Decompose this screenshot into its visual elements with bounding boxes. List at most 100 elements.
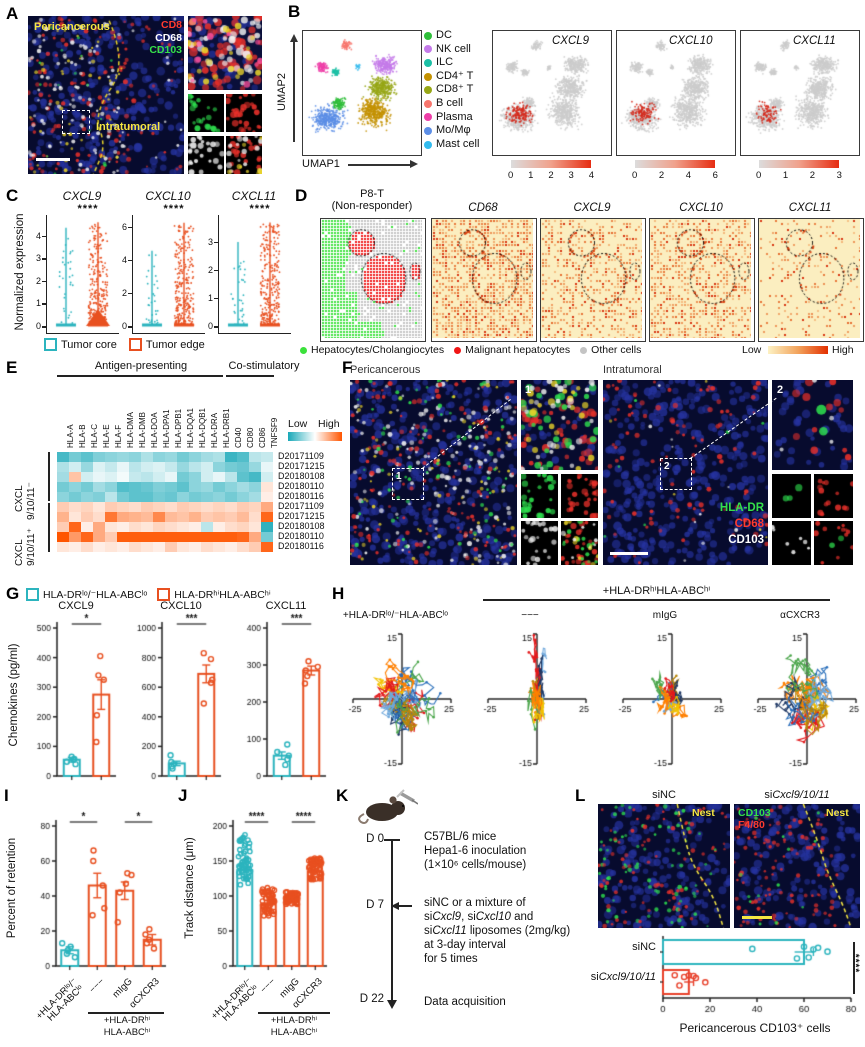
panel-d-scale-low: Low <box>742 344 762 356</box>
heatmap-cell <box>141 522 153 532</box>
panel-h-group-header: +HLA-DRʰⁱHLA-ABCʰⁱ <box>602 585 711 597</box>
umap-legend-item: NK cell <box>424 43 479 57</box>
umap2-axis-line <box>293 42 295 142</box>
track-plot-3 <box>605 622 727 780</box>
panel-f-roi1-number: 1 <box>396 471 402 482</box>
track-plot-4 <box>740 622 862 780</box>
heatmap-cell <box>129 532 141 542</box>
cluster-color-dot <box>424 45 432 54</box>
heatmap-cell <box>57 492 69 502</box>
heatmap-cell <box>213 512 225 522</box>
panel-a-inset-image <box>188 16 262 90</box>
legend-square <box>157 588 171 601</box>
umap-legend-label: B cell <box>436 96 463 109</box>
heatmap-rowgroup1-line1: CXCL <box>14 485 25 512</box>
panel-c-ytickmark <box>214 326 218 328</box>
heatmap-cell <box>165 462 177 472</box>
timeline-d7-text: siNC or a mixture of siCxcl9, siCxcl10 a… <box>424 896 570 966</box>
heatmap-cell <box>237 492 249 502</box>
heatmap-cell <box>69 512 81 522</box>
panel-f-roi2-box <box>660 458 692 490</box>
heatmap-cell <box>141 512 153 522</box>
heatmap-cell <box>213 492 225 502</box>
track-title-3: mIgG <box>652 610 678 621</box>
panel-a-marker-cd103: CD103 <box>149 44 182 56</box>
heatmap-column-label: TNFSF9 <box>270 417 279 448</box>
heatmap-column-label: HLA-DPB1 <box>174 408 183 448</box>
heatmap-cell <box>69 462 81 472</box>
heatmap-cell <box>177 542 189 552</box>
panel-f-roi1-box <box>392 468 424 500</box>
heatmap-cell <box>81 472 93 482</box>
heatmap-cell <box>189 542 201 552</box>
heatmap-column-label: HLA-F <box>114 424 123 448</box>
heatmap-cell <box>117 492 129 502</box>
heatmap-cell <box>237 462 249 472</box>
heatmap-column-label: HLA-A <box>66 424 75 448</box>
violin-plot-cxcl9 <box>47 215 117 331</box>
colorbar-tick: 1 <box>782 170 789 181</box>
panel-c-ytickmark <box>128 226 132 229</box>
track-title-1: +HLA-DRˡᵒ/⁻HLA-ABCˡᵒ <box>342 610 449 621</box>
panel-f-inset2-image <box>772 380 853 470</box>
heatmap-cell <box>189 532 201 542</box>
panel-e-label: E <box>6 358 18 377</box>
heatmap-cell <box>249 452 261 462</box>
heatmap-column-label: HLA-DQA1 <box>186 407 195 448</box>
panel-f-inset1-image <box>521 380 598 470</box>
heatmap-cell <box>57 522 69 532</box>
heatmap-cell <box>69 542 81 552</box>
timeline-d7-arrow-line <box>396 905 412 907</box>
panel-d-legend: Hepatocytes/Cholangiocytes Malignant hepa… <box>300 344 641 356</box>
heatmap-cell <box>117 462 129 472</box>
panel-c-ytick: 4 <box>35 230 41 241</box>
heatmap-cell <box>153 512 165 522</box>
heatmap-cell <box>105 512 117 522</box>
heatmap-cell <box>153 472 165 482</box>
heatmap-cell <box>237 472 249 482</box>
panel-f-inset2-cd68-channel <box>814 474 853 518</box>
panel-c-ytickmark <box>214 241 218 244</box>
heatmap-cell <box>261 522 273 532</box>
colorbar-tick: 2 <box>658 170 665 181</box>
heatmap-cell <box>81 462 93 472</box>
panel-f-region-intratumoral: Intratumoral <box>603 364 662 376</box>
panel-f-scale-bar <box>610 552 648 555</box>
heatmap-cell <box>213 482 225 492</box>
panel-c-ytickmark <box>128 326 132 328</box>
spatial-map-cxcl10 <box>650 219 751 338</box>
heatmap-cell <box>117 522 129 532</box>
violin-frame-cxcl9 <box>46 215 119 334</box>
colorbar-tick: 6 <box>712 170 718 181</box>
panel-j-label: J <box>178 786 188 805</box>
heatmap-column-label: HLA-DMA <box>126 411 135 448</box>
heatmap-cell <box>117 472 129 482</box>
panel-l-img1-nest-label: Nest <box>692 807 715 819</box>
heatmap-cell <box>69 522 81 532</box>
violin-title-cxcl10: CXCL10 <box>145 189 191 203</box>
panel-c-legend-item: Tumor core <box>44 338 117 351</box>
heatmap-cell <box>225 492 237 502</box>
d0-line1: C57BL/6 mice <box>424 831 497 843</box>
panel-d-legend-item: Hepatocytes/Cholangiocytes <box>300 344 444 356</box>
heatmap-cell <box>189 482 201 492</box>
heatmap-rowgroup1-bracket <box>48 452 50 501</box>
heatmap-cell <box>165 532 177 542</box>
heatmap-cell <box>177 532 189 542</box>
umap-legend-item: Plasma <box>424 111 479 125</box>
spatial-frame-cd68 <box>431 218 537 342</box>
colorbar-tick: 2 <box>809 170 816 181</box>
umap-legend-item: DC <box>424 29 479 43</box>
mouse-body <box>366 803 398 821</box>
d7-line1: siNC or a mixture of <box>424 897 526 909</box>
d7-line3: siCxcl11 liposomes (2mg/kg) <box>424 925 571 937</box>
track-plot-1 <box>335 622 457 780</box>
panel-i-group-label-2: HLA-ABCʰⁱ <box>103 1027 151 1038</box>
heatmap-cell <box>153 452 165 462</box>
mouse-eye <box>402 805 404 807</box>
heatmap-cell <box>93 522 105 532</box>
umap-legend-item: Mo/Mφ <box>424 124 479 138</box>
panel-f-marker-cd103: CD103 <box>728 534 764 546</box>
panel-l-cat-sinc: siNC <box>632 941 656 953</box>
